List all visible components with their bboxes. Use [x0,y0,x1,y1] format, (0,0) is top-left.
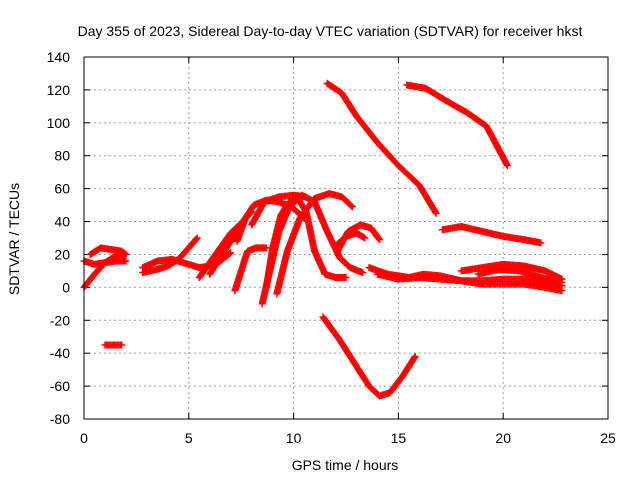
x-tick-label: 15 [391,430,407,446]
data-point [359,269,367,277]
y-tick-labels: -80 -60 -40 -20 0 20 40 60 80 100 120 140 [47,49,71,427]
data-point [537,239,545,247]
x-tick-label: 25 [600,430,616,446]
data-point [262,244,270,252]
series-arc-23 [474,265,566,286]
y-tick-label: -40 [50,345,70,361]
data-point [503,162,511,170]
data-point [122,257,130,265]
series-arc-18 [403,81,511,170]
data-point [360,233,368,241]
data-point [122,250,130,258]
y-axis-label: SDTVAR / TECUs [6,183,22,295]
data-series [80,79,566,400]
data-point [558,278,566,286]
data-point [411,352,419,360]
series-arc-24 [438,222,545,247]
plot-frame [83,56,609,420]
data-point [361,234,369,242]
series-arc-09 [231,244,270,295]
data-point [342,273,350,281]
series-arc-01 [80,250,130,291]
data-point [432,209,440,217]
data-point [348,203,356,211]
y-tick-label: -60 [50,378,70,394]
x-tick-label: 0 [80,430,88,446]
y-tick-label: 120 [47,82,71,98]
y-tick-label: 80 [54,148,70,164]
series-arc-02 [80,257,130,268]
data-point [227,249,235,257]
x-tick-label: 10 [286,430,302,446]
series-arc-14 [248,191,310,229]
y-tick-label: -80 [50,411,70,427]
y-tick-label: -20 [50,312,70,328]
x-tick-label: 20 [495,430,511,446]
y-tick-label: 60 [54,181,70,197]
series-arc-13 [273,190,356,298]
data-point [410,354,418,362]
series-arc-04 [101,341,126,349]
y-tick-label: 40 [54,214,70,230]
data-point [302,193,310,201]
series-arc-16 [332,229,369,250]
chart-title: Day 355 of 2023, Sidereal Day-to-day VTE… [78,23,583,39]
y-tick-label: 20 [54,246,70,262]
data-point [376,236,384,244]
data-point [192,235,200,243]
series-arc-06 [139,234,201,277]
data-point [193,234,201,242]
series-arc-17 [323,79,440,217]
y-tick-label: 100 [47,115,71,131]
data-point [226,250,234,258]
x-tick-label: 5 [185,430,193,446]
series-arc-03 [86,244,130,258]
series-arc-19 [319,313,419,400]
data-point [121,250,129,258]
x-tick-labels: 0 5 10 15 20 25 [80,430,616,446]
x-axis-label: GPS time / hours [292,457,399,473]
y-tick-label: 0 [62,279,70,295]
data-point [375,235,383,243]
y-tick-label: 140 [47,49,71,65]
data-point [118,341,126,349]
data-point [347,202,355,210]
